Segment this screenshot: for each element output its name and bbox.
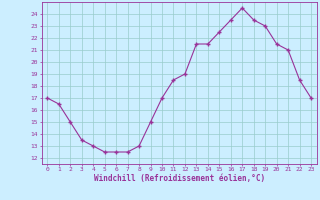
X-axis label: Windchill (Refroidissement éolien,°C): Windchill (Refroidissement éolien,°C) [94,174,265,183]
